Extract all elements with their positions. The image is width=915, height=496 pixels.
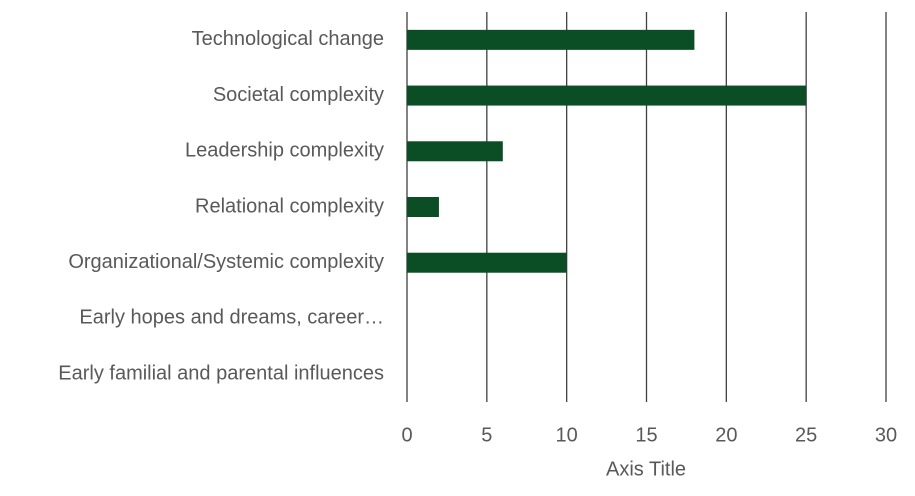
y-tick-label: Societal complexity: [213, 84, 384, 106]
bar: [407, 29, 695, 50]
x-tick-label: 15: [635, 424, 657, 446]
y-tick-label: Early familial and parental influences: [58, 362, 384, 384]
bar: [407, 85, 807, 106]
bar: [407, 141, 503, 162]
x-tick-label: 10: [556, 424, 578, 446]
bar: [407, 252, 567, 273]
x-tick-label: 0: [401, 424, 412, 446]
x-axis-title: Axis Title: [606, 458, 686, 480]
y-tick-label: Relational complexity: [195, 195, 384, 217]
y-tick-label: Technological change: [192, 28, 384, 50]
bar: [407, 197, 439, 217]
y-tick-label: Early hopes and dreams, career…: [79, 307, 384, 329]
x-tick-label: 25: [795, 424, 817, 446]
y-tick-label: Leadership complexity: [185, 140, 384, 162]
x-tick-label: 30: [875, 424, 897, 446]
x-tick-label: 20: [715, 424, 737, 446]
y-tick-label: Organizational/Systemic complexity: [68, 251, 384, 273]
x-tick-label: 5: [481, 424, 492, 446]
